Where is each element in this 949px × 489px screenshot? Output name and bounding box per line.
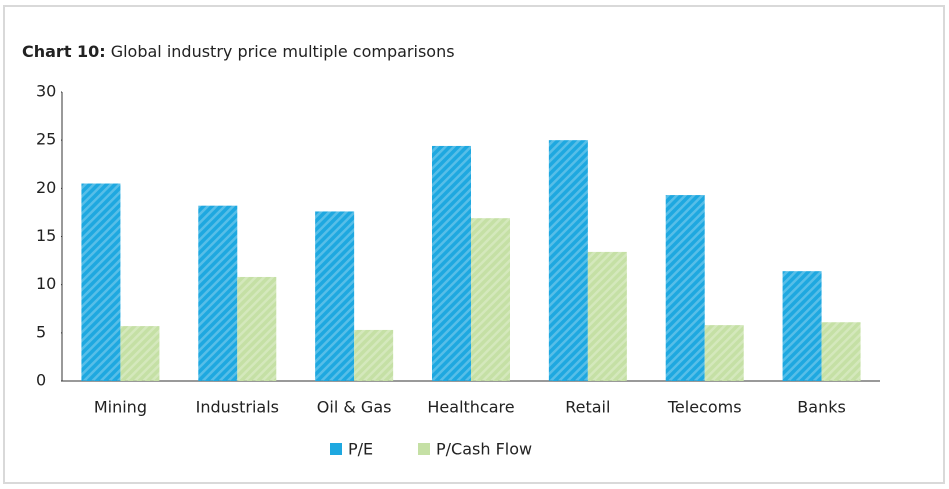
bar [237, 276, 277, 381]
chart-title: Chart 10: Global industry price multiple … [22, 42, 455, 61]
x-tick-label: Healthcare [427, 398, 514, 417]
y-tick-label: 0 [36, 371, 46, 390]
legend-swatch [330, 443, 342, 455]
bar [198, 205, 238, 381]
x-tick-label: Oil & Gas [317, 398, 392, 417]
x-tick-label: Industrials [196, 398, 279, 417]
frame [3, 5, 945, 484]
y-tick-label: 25 [36, 130, 56, 149]
y-tick-label: 15 [36, 226, 56, 245]
y-tick-label: 10 [36, 274, 56, 293]
bar [704, 325, 744, 381]
x-tick-label: Telecoms [667, 398, 742, 417]
bar [432, 145, 471, 381]
title-label: Chart 10: [22, 42, 106, 61]
bar [120, 326, 160, 381]
title-text: Global industry price multiple compariso… [111, 42, 455, 61]
bar [665, 195, 705, 381]
bar [471, 218, 510, 381]
bar [821, 322, 861, 381]
x-tick-label: Retail [565, 398, 610, 417]
x-tick-label: Banks [797, 398, 846, 417]
bar [587, 251, 627, 381]
bar [81, 183, 121, 381]
bar [315, 211, 355, 381]
y-tick-label: 5 [36, 322, 46, 341]
y-tick-label: 20 [36, 178, 56, 197]
legend-swatch [418, 443, 430, 455]
bar [548, 140, 588, 381]
x-tick-label: Mining [94, 398, 147, 417]
bar [354, 329, 394, 381]
bar [782, 271, 822, 381]
legend-label: P/Cash Flow [436, 440, 532, 459]
y-tick-label: 30 [36, 82, 56, 101]
legend-label: P/E [348, 440, 373, 459]
